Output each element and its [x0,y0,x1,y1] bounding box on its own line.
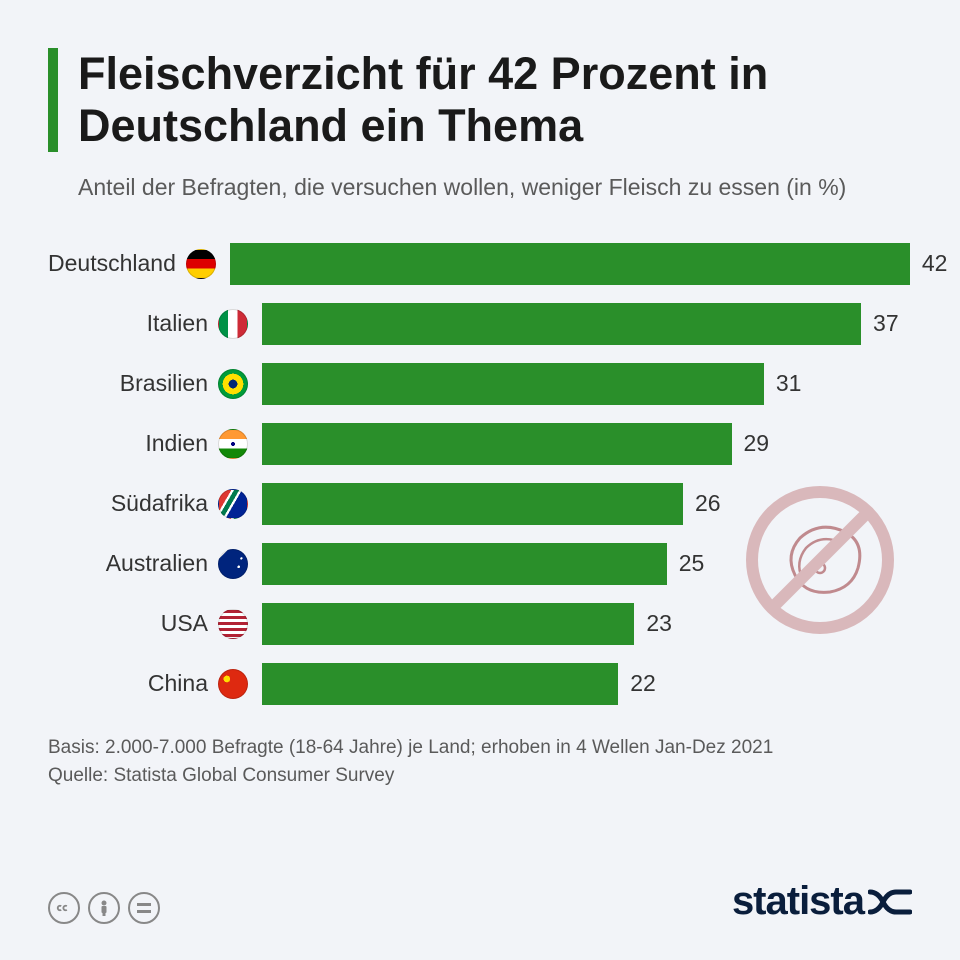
nd-icon [128,892,160,924]
bar-wrapper: 31 [262,363,912,405]
bar-value: 26 [695,490,721,517]
bar-value: 22 [630,670,656,697]
logo-text: statista [732,879,864,924]
bar [262,483,683,525]
bar-value: 42 [922,250,948,277]
bar [262,363,764,405]
footer-basis: Basis: 2.000-7.000 Befragte (18-64 Jahre… [48,735,912,762]
bar-value: 25 [679,550,705,577]
bar-row: China 22 [48,663,912,705]
bar-wrapper: 22 [262,663,912,705]
bar-value: 23 [646,610,672,637]
footer-source: Quelle: Statista Global Consumer Survey [48,763,912,790]
bar-wrapper: 29 [262,423,912,465]
bottom-bar: statista [48,879,912,924]
bar [262,303,861,345]
accent-bar [48,48,58,152]
chart-title: Fleischverzicht für 42 Prozent in Deutsc… [78,48,912,152]
bar-wrapper: 37 [262,303,912,345]
cc-license-icons [48,892,160,924]
bar-row: Italien 37 [48,303,912,345]
country-label: Brasilien [48,370,218,397]
bar-wrapper: 42 [230,243,948,285]
chart-subtitle: Anteil der Befragten, die versuchen woll… [78,172,912,203]
au-flag-icon [218,549,248,579]
br-flag-icon [218,369,248,399]
logo-wave-icon [868,884,912,918]
it-flag-icon [218,309,248,339]
country-label: Deutschland [48,250,186,277]
bar [230,243,910,285]
header: Fleischverzicht für 42 Prozent in Deutsc… [48,48,912,152]
country-label: China [48,670,218,697]
by-icon [88,892,120,924]
bar-value: 31 [776,370,802,397]
us-flag-icon [218,609,248,639]
country-label: Italien [48,310,218,337]
no-meat-icon [740,480,900,640]
bar [262,423,732,465]
cn-flag-icon [218,669,248,699]
in-flag-icon [218,429,248,459]
bar-value: 29 [744,430,770,457]
bar-value: 37 [873,310,899,337]
country-label: USA [48,610,218,637]
statista-logo: statista [732,879,912,924]
bar [262,543,667,585]
bar [262,663,618,705]
za-flag-icon [218,489,248,519]
country-label: Australien [48,550,218,577]
bar [262,603,634,645]
bar-row: Deutschland42 [48,243,912,285]
bar-row: Brasilien 31 [48,363,912,405]
bar-row: Indien 29 [48,423,912,465]
country-label: Südafrika [48,490,218,517]
country-label: Indien [48,430,218,457]
cc-icon [48,892,80,924]
de-flag-icon [186,249,216,279]
